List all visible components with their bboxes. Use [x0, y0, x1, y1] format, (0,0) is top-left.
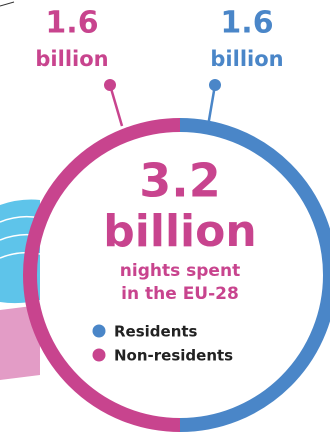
- legend-label: Non-residents: [114, 347, 233, 365]
- legend-marker: [92, 324, 106, 338]
- leader-line: [108, 84, 124, 127]
- value-unit: billion: [210, 47, 283, 71]
- subtitle: nights spent: [120, 261, 240, 281]
- value-label: 1.6: [220, 6, 273, 41]
- value-label: 1.6: [45, 6, 98, 41]
- leader-dot: [209, 79, 221, 91]
- leader-line: [206, 84, 217, 127]
- total-unit: billion: [103, 206, 256, 257]
- total: 3.2: [139, 154, 221, 208]
- decor-dots: [0, 305, 40, 380]
- donut-segment: [23, 118, 181, 432]
- subtitle: in the EU-28: [121, 284, 239, 304]
- leader-dot: [104, 79, 116, 91]
- decor-line: [0, 1, 15, 7]
- legend-marker: [92, 348, 106, 362]
- value-unit: billion: [35, 47, 108, 71]
- legend-label: Residents: [114, 323, 198, 341]
